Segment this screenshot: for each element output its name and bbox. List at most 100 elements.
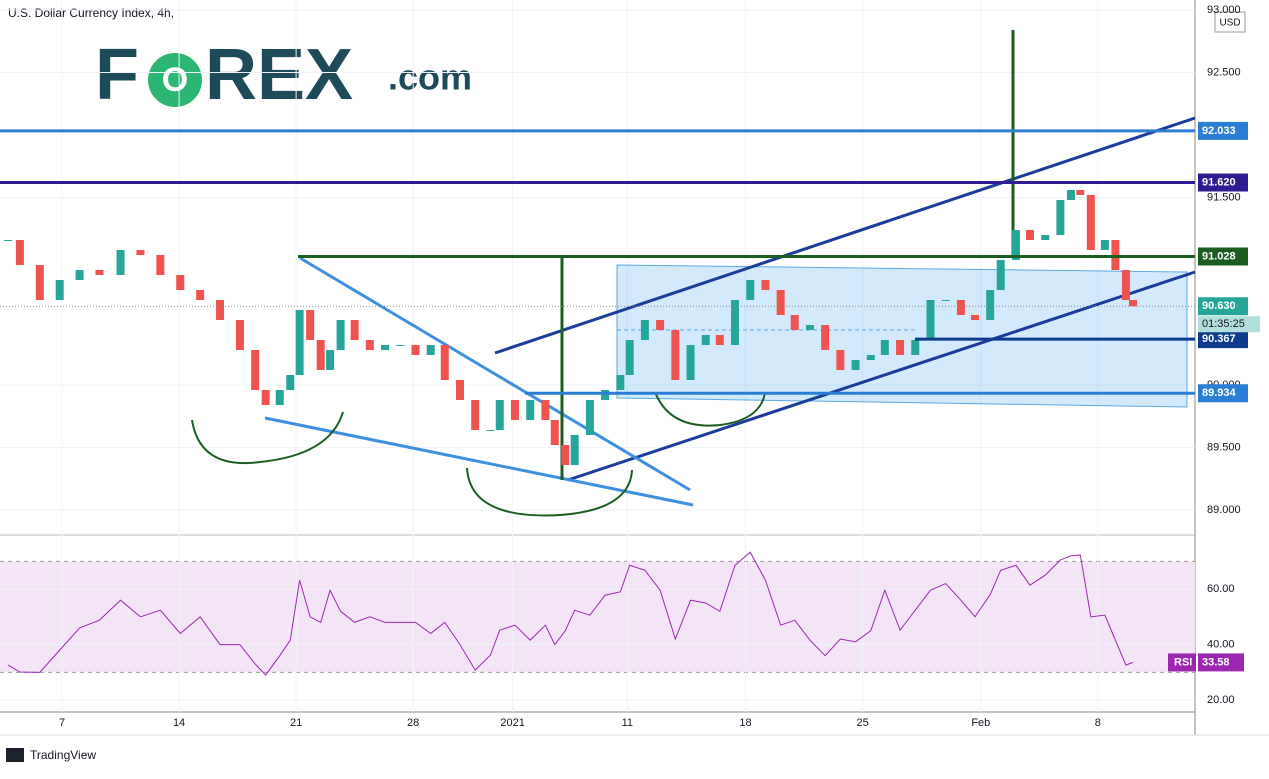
candle bbox=[336, 320, 345, 350]
candle bbox=[261, 390, 270, 405]
drawing bbox=[466, 467, 633, 517]
level-label: 91.028 bbox=[1202, 250, 1236, 262]
candle bbox=[541, 400, 550, 420]
candle bbox=[656, 320, 665, 330]
candle bbox=[326, 350, 335, 370]
candle bbox=[1056, 200, 1065, 235]
logo-o: O bbox=[162, 61, 188, 99]
candle bbox=[790, 315, 799, 330]
drawing bbox=[494, 116, 1196, 355]
rsi-value-badge bbox=[1198, 653, 1244, 672]
candle bbox=[550, 420, 559, 445]
candle bbox=[701, 335, 710, 345]
x-tick-label: 8 bbox=[1095, 717, 1101, 729]
x-tick-label: 11 bbox=[622, 717, 633, 729]
candle bbox=[235, 320, 244, 350]
candle bbox=[510, 400, 519, 420]
candle bbox=[295, 310, 304, 375]
drawing bbox=[299, 256, 691, 492]
candle bbox=[836, 350, 845, 370]
candle bbox=[996, 260, 1005, 290]
x-tick-label: 25 bbox=[856, 717, 868, 729]
rsi-name: RSI bbox=[1174, 656, 1192, 668]
candle bbox=[570, 435, 579, 465]
candle bbox=[306, 310, 315, 340]
x-tick-label: 28 bbox=[407, 717, 419, 729]
x-tick-label: 14 bbox=[173, 717, 185, 729]
candle bbox=[761, 280, 770, 290]
candle bbox=[55, 280, 64, 300]
candle bbox=[821, 325, 830, 350]
candle bbox=[926, 300, 935, 340]
candle bbox=[426, 345, 435, 355]
candle bbox=[956, 300, 965, 315]
candle bbox=[1025, 230, 1034, 240]
level-label: 92.033 bbox=[1202, 125, 1236, 137]
candle bbox=[1011, 230, 1020, 260]
rsi-band bbox=[0, 561, 1195, 673]
candle bbox=[216, 300, 225, 320]
x-tick-label: Feb bbox=[971, 717, 990, 729]
candle bbox=[561, 445, 570, 465]
tv-icon bbox=[6, 748, 24, 762]
x-tick-label: 21 bbox=[290, 717, 302, 729]
x-tick-label: 7 bbox=[59, 717, 65, 729]
candle bbox=[471, 400, 480, 430]
logo-suffix: .com bbox=[388, 57, 472, 98]
x-tick-label: 18 bbox=[739, 717, 751, 729]
candle bbox=[411, 345, 420, 355]
candle bbox=[136, 250, 145, 255]
level-badge bbox=[1198, 330, 1248, 349]
candle bbox=[1128, 300, 1137, 307]
drawing bbox=[191, 411, 344, 464]
candle bbox=[1100, 240, 1109, 250]
x-tick-label: 2021 bbox=[500, 717, 524, 729]
candle bbox=[486, 430, 495, 431]
candle bbox=[251, 350, 260, 390]
candle bbox=[880, 340, 889, 355]
rsi-value: 33.58 bbox=[1202, 656, 1230, 668]
candle bbox=[986, 290, 995, 320]
chart-title: U.S. Dollar Currency Index, 4h, bbox=[8, 6, 174, 20]
y-tick-label: 91.500 bbox=[1207, 191, 1241, 203]
candle bbox=[286, 375, 295, 390]
candle bbox=[15, 240, 24, 265]
candle bbox=[350, 320, 359, 340]
candle bbox=[440, 345, 449, 380]
logo-o-circle bbox=[148, 53, 202, 107]
candle bbox=[455, 380, 464, 400]
candle bbox=[495, 400, 504, 430]
countdown: 01:35:25 bbox=[1202, 318, 1245, 330]
drawing bbox=[567, 270, 1196, 482]
y-tick-label: 89.500 bbox=[1207, 441, 1241, 453]
y-tick-label: 92.500 bbox=[1207, 66, 1241, 78]
level-label: 91.620 bbox=[1202, 176, 1236, 188]
candle bbox=[116, 250, 125, 275]
rsi-name-badge bbox=[1168, 653, 1196, 672]
y-tick-label: 93.000 bbox=[1207, 4, 1241, 16]
countdown-badge bbox=[1198, 316, 1260, 333]
candle bbox=[1121, 270, 1130, 300]
candle bbox=[365, 340, 374, 350]
candle bbox=[731, 300, 740, 345]
candle bbox=[396, 345, 405, 346]
candle bbox=[616, 375, 625, 390]
logo-f: F bbox=[95, 35, 139, 115]
candle bbox=[75, 270, 84, 280]
drawing bbox=[264, 416, 694, 507]
candle bbox=[970, 315, 979, 320]
candle bbox=[381, 345, 390, 350]
candle bbox=[196, 290, 205, 300]
candle bbox=[805, 325, 814, 330]
candle bbox=[601, 390, 610, 400]
currency: USD bbox=[1219, 18, 1240, 29]
candle bbox=[1076, 190, 1085, 195]
candle bbox=[625, 340, 634, 375]
y-tick-label: 40.00 bbox=[1207, 638, 1235, 650]
drawing bbox=[654, 391, 766, 427]
candle bbox=[156, 255, 165, 275]
candle bbox=[316, 340, 325, 370]
y-tick-label: 89.000 bbox=[1207, 504, 1241, 516]
